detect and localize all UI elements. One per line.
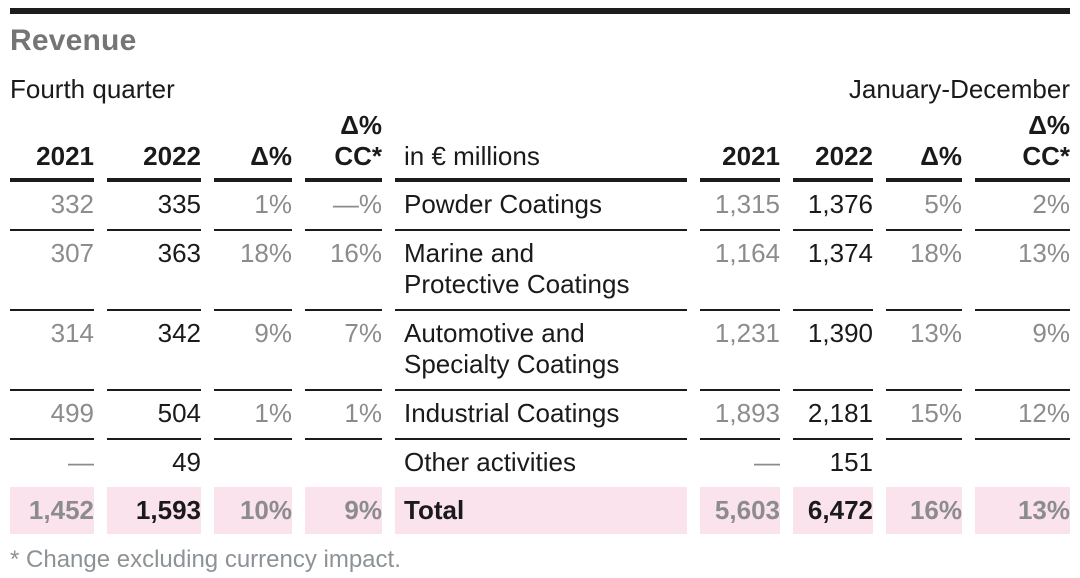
q4-2021-value: —	[68, 447, 94, 477]
q4-2021-total: 1,452	[10, 487, 94, 534]
fy-2021-value: —	[754, 447, 780, 477]
q4-delta-value: 9%	[214, 311, 292, 391]
col-header-fy-delta: Δ%	[886, 110, 962, 182]
table-row-automotive-specialty: 314 342 9% 7% Automotive and Specialty C…	[10, 311, 1070, 391]
fy-delta-cc-value: 12%	[975, 391, 1070, 440]
q4-delta-cc-value: 7%	[305, 311, 382, 391]
q4-delta-cc-total: 9%	[305, 487, 382, 534]
revenue-table: 2021 2022 Δ% Δ% CC* in € millions 2021 2…	[0, 110, 1080, 534]
fy-2022-value: 1,376	[793, 182, 873, 231]
q4-2022-value: 342	[107, 311, 201, 391]
col-header-fy-2022: 2022	[793, 110, 873, 182]
fy-delta-value: 18%	[886, 231, 962, 311]
page-title: Revenue	[10, 24, 137, 57]
q4-2022-value: 49	[172, 447, 201, 477]
table-row-other-activities: — 49 Other activities — 151	[10, 440, 1070, 487]
fy-2022-value: 151	[829, 447, 873, 477]
top-rule	[10, 8, 1070, 14]
fy-delta-value	[886, 440, 962, 487]
fy-delta-value: 15%	[886, 391, 962, 440]
period-january-december-label: January-December	[848, 74, 1070, 104]
footnote: * Change excluding currency impact.	[10, 546, 401, 573]
total-label: Total	[395, 487, 687, 534]
period-row: Fourth quarter January-December	[10, 74, 1070, 104]
q4-2021-value: 332	[10, 182, 94, 231]
q4-2021-value: 314	[10, 311, 94, 391]
col-header-fy-delta-cc: Δ% CC*	[975, 110, 1070, 182]
q4-delta-cc-value: —%	[305, 182, 382, 231]
col-header-q4-delta: Δ%	[214, 110, 292, 182]
col-header-fy-2021: 2021	[700, 110, 780, 182]
q4-2021-value: 307	[10, 231, 94, 311]
fy-2022-value: 1,374	[793, 231, 873, 311]
q4-delta-value	[214, 440, 292, 487]
fy-delta-cc-total: 13%	[975, 487, 1070, 534]
fy-2021-value: 1,164	[700, 231, 780, 311]
q4-delta-value: 1%	[214, 391, 292, 440]
fy-delta-cc-value	[975, 440, 1070, 487]
fy-2022-value: 2,181	[793, 391, 873, 440]
row-label: Marine and Protective Coatings	[395, 231, 687, 311]
row-label: Automotive and Specialty Coatings	[395, 311, 687, 391]
q4-delta-cc-value: 16%	[305, 231, 382, 311]
table-row-industrial-coatings: 499 504 1% 1% Industrial Coatings 1,893 …	[10, 391, 1070, 440]
q4-2022-value: 335	[107, 182, 201, 231]
fy-2021-value: 1,315	[700, 182, 780, 231]
q4-delta-cc-value: 1%	[305, 391, 382, 440]
q4-2022-value: 363	[107, 231, 201, 311]
fy-2022-total: 6,472	[793, 487, 873, 534]
row-label: Industrial Coatings	[395, 391, 687, 440]
q4-delta-value: 1%	[214, 182, 292, 231]
row-label: Other activities	[404, 447, 576, 477]
fy-2021-value: 1,231	[700, 311, 780, 391]
fy-2022-value: 1,390	[793, 311, 873, 391]
fy-delta-total: 16%	[886, 487, 962, 534]
table-row-powder-coatings: 332 335 1% —% Powder Coatings 1,315 1,37…	[10, 182, 1070, 231]
fy-2021-value: 1,893	[700, 391, 780, 440]
q4-delta-value: 18%	[214, 231, 292, 311]
q4-2022-total: 1,593	[107, 487, 201, 534]
table-header-row: 2021 2022 Δ% Δ% CC* in € millions 2021 2…	[10, 110, 1070, 182]
table-row-total: 1,452 1,593 10% 9% Total 5,603 6,472 16%…	[10, 487, 1070, 534]
q4-delta-total: 10%	[214, 487, 292, 534]
col-header-unit: in € millions	[395, 110, 687, 182]
col-header-q4-2021: 2021	[10, 110, 94, 182]
q4-delta-cc-value	[305, 440, 382, 487]
period-fourth-quarter-label: Fourth quarter	[10, 74, 175, 104]
col-header-q4-2022: 2022	[107, 110, 201, 182]
fy-delta-value: 13%	[886, 311, 962, 391]
table-row-marine-protective: 307 363 18% 16% Marine and Protective Co…	[10, 231, 1070, 311]
fy-delta-cc-value: 13%	[975, 231, 1070, 311]
fy-delta-cc-value: 2%	[975, 182, 1070, 231]
col-header-q4-delta-cc: Δ% CC*	[305, 110, 382, 182]
q4-2021-value: 499	[10, 391, 94, 440]
q4-2022-value: 504	[107, 391, 201, 440]
fy-2021-total: 5,603	[700, 487, 780, 534]
fy-delta-value: 5%	[886, 182, 962, 231]
fy-delta-cc-value: 9%	[975, 311, 1070, 391]
row-label: Powder Coatings	[395, 182, 687, 231]
